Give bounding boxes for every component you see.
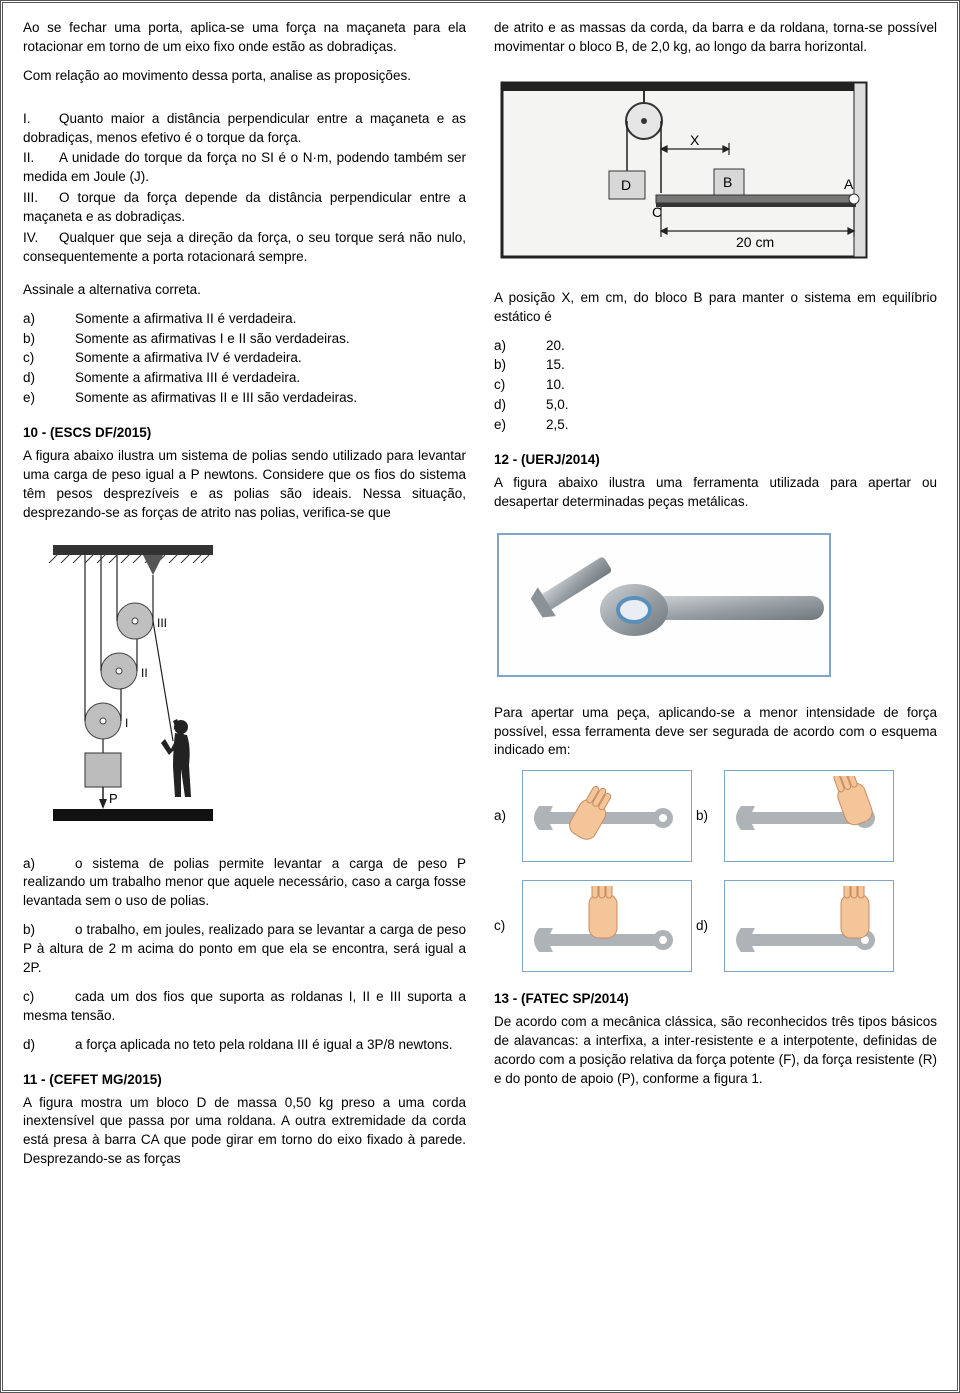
opt12-b-figure [724,770,894,862]
q12-header: 12 - (UERJ/2014) [494,451,937,470]
proposition-III: III.O torque da força depende da distânc… [23,189,466,227]
pulley-label-I: I [125,716,128,730]
proposition-IV: IV.Qualquer que seja a direção da força,… [23,229,466,267]
alt10-d: d)a força aplicada no teto pela roldana … [23,1036,466,1055]
q12-options-row2: c) [494,880,937,972]
page-frame: Ao se fechar uma porta, aplica-se uma fo… [0,0,960,1393]
label-X: X [690,132,700,148]
alt-c: c)Somente a afirmativa IV é verdadeira. [23,349,466,368]
alternatives-q9: a)Somente a afirmativa II é verdadeira. … [23,310,466,408]
prop-text-IV: Qualquer que seja a direção da força, o … [23,230,466,264]
label-D: D [621,177,631,193]
prop-label-II: II. [23,149,59,168]
alt11-b: b)15. [494,356,937,375]
q12-text: A figura abaixo ilustra uma ferramenta u… [494,474,937,512]
prop-text-II: A unidade do torque da força no SI é o N… [23,150,466,184]
q13-header: 13 - (FATEC SP/2014) [494,990,937,1009]
alt-e: e)Somente as afirmativas II e III são ve… [23,389,466,408]
q10-text: A figura abaixo ilustra um sistema de po… [23,447,466,523]
prop-label-IV: IV. [23,229,59,248]
q11-continuation: de atrito e as massas da corda, da barra… [494,19,937,57]
opt12-d-label: d) [696,917,720,936]
opt12-c-label: c) [494,917,518,936]
intro-paragraph-1: Ao se fechar uma porta, aplica-se uma fo… [23,19,466,57]
wrench-3d-figure [494,530,937,680]
right-column: de atrito e as massas da corda, da barra… [494,19,937,1179]
proposition-II: II.A unidade do torque da força no SI é … [23,149,466,187]
pulley-label-III: III [157,616,167,630]
q12-options-row1: a) [494,770,937,862]
alt-d: d)Somente a afirmativa III é verdadeira. [23,369,466,388]
wrench-3d-svg [494,530,834,680]
bar-pulley-figure: D B X [494,75,937,265]
alt10-b: b)o trabalho, em joules, realizado para … [23,921,466,978]
alt10-a: a)o sistema de polias permite levantar a… [23,855,466,912]
left-column: Ao se fechar uma porta, aplica-se uma fo… [23,19,466,1179]
opt12-c-figure [522,880,692,972]
propositions-list: I.Quanto maior a distância perpendicular… [23,110,466,267]
alt-b: b)Somente as afirmativas I e II são verd… [23,330,466,349]
opt12-d-figure [724,880,894,972]
q11-text: A figura mostra um bloco D de massa 0,50… [23,1094,466,1170]
label-B: B [723,174,732,190]
q10-header: 10 - (ESCS DF/2015) [23,424,466,443]
label-20cm: 20 cm [736,234,774,250]
opt12-a-label: a) [494,807,518,826]
q13-text: De acordo com a mecânica clássica, são r… [494,1013,937,1089]
alternatives-q11: a)20. b)15. c)10. d)5,0. e)2,5. [494,337,937,435]
alt-a: a)Somente a afirmativa II é verdadeira. [23,310,466,329]
opt12-b-label: b) [696,807,720,826]
assinale-text: Assinale a alternativa correta. [23,281,466,300]
prop-label-III: III. [23,189,59,208]
weight-label-P: P [109,791,118,806]
prop-label-I: I. [23,110,59,129]
alt11-c: c)10. [494,376,937,395]
intro-paragraph-2: Com relação ao movimento dessa porta, an… [23,67,466,86]
proposition-I: I.Quanto maior a distância perpendicular… [23,110,466,148]
two-column-layout: Ao se fechar uma porta, aplica-se uma fo… [23,19,937,1179]
alt11-a: a)20. [494,337,937,356]
prop-text-I: Quanto maior a distância perpendicular e… [23,111,466,145]
pulley-svg: III II I [23,541,243,831]
pulley-figure: III II I [23,541,466,831]
alternatives-q10: a)o sistema de polias permite levantar a… [23,855,466,1055]
q12-question: Para apertar uma peça, aplicando-se a me… [494,704,937,761]
pulley-label-II: II [141,666,148,680]
alt11-e: e)2,5. [494,416,937,435]
label-A: A [844,176,854,192]
prop-text-III: O torque da força depende da distância p… [23,190,466,224]
alt11-d: d)5,0. [494,396,937,415]
q11-header: 11 - (CEFET MG/2015) [23,1071,466,1090]
q11-question: A posição X, em cm, do bloco B para mant… [494,289,937,327]
opt12-a-figure [522,770,692,862]
alt10-c: c)cada um dos fios que suporta as roldan… [23,988,466,1026]
bar-pulley-svg: D B X [494,75,874,265]
